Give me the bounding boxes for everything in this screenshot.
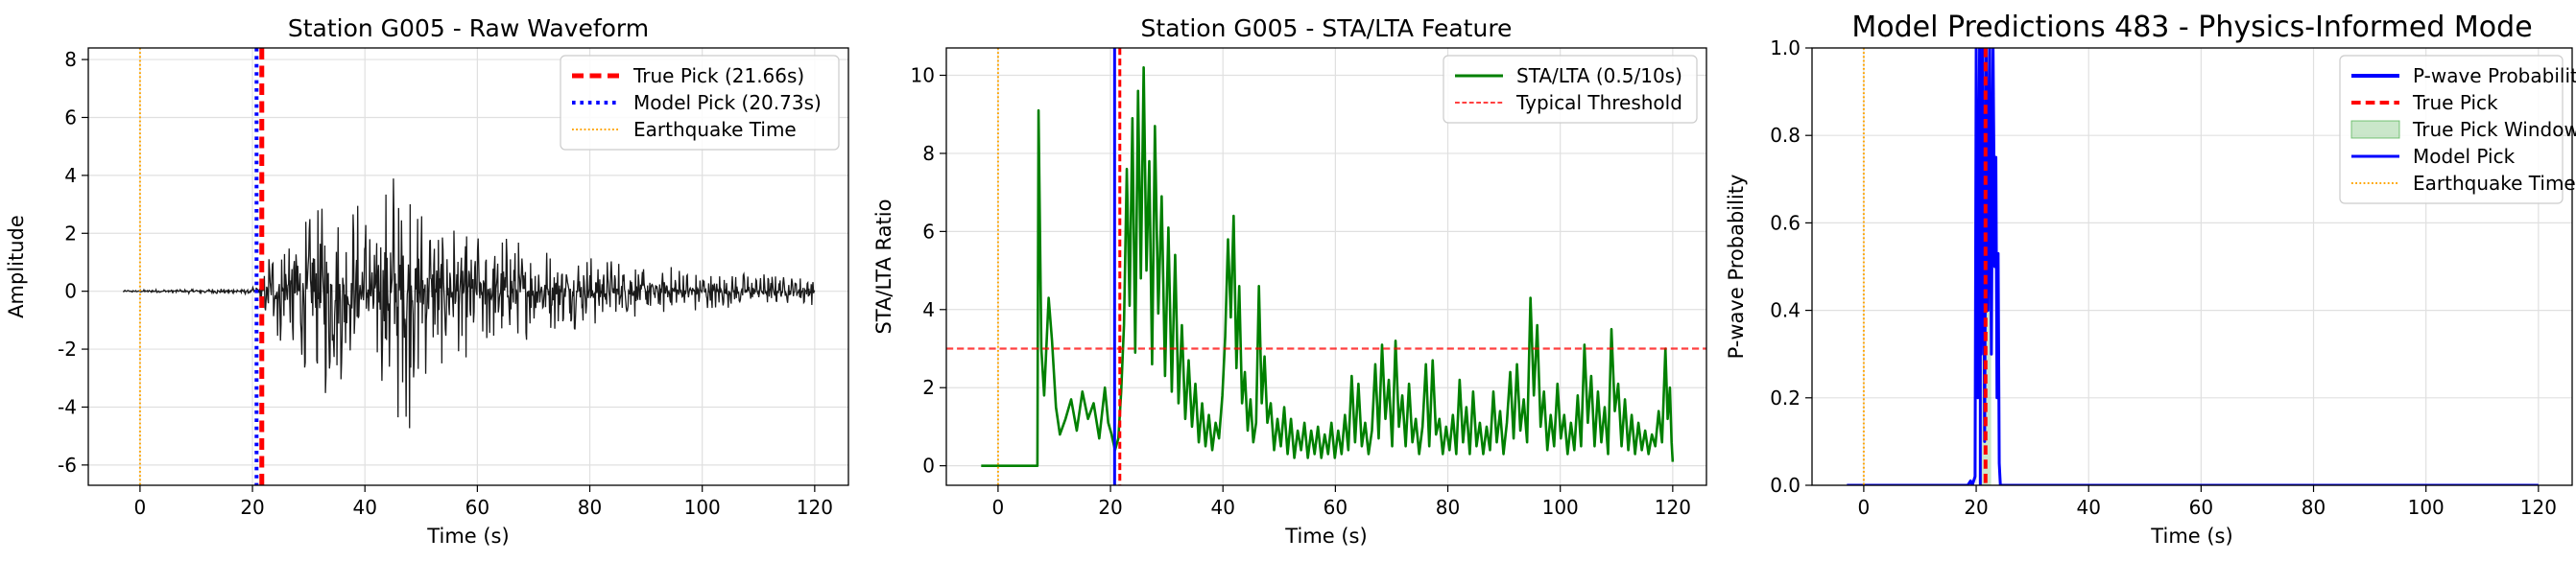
y-tick-label: -4 xyxy=(58,395,77,418)
y-tick-label: -2 xyxy=(58,338,77,361)
legend-label: True Pick (21.66s) xyxy=(632,64,804,87)
x-tick-label: 80 xyxy=(578,496,602,519)
x-axis-label: Time (s) xyxy=(2150,525,2232,548)
y-tick-label: 2 xyxy=(64,222,77,245)
chart-panel-2: 0 20 40 60 80 100 120 0 2 4 6 8 10 Station G005 - STA… xyxy=(872,14,1707,548)
x-tick-label: 20 xyxy=(240,496,264,519)
legend-swatch xyxy=(2350,120,2400,139)
legend-label: STA/LTA (0.5/10s) xyxy=(1516,64,1682,87)
legend-label: Earthquake Time xyxy=(2413,172,2576,195)
y-tick-label: 0.8 xyxy=(1770,124,1801,147)
x-tick-label: 0 xyxy=(992,496,1005,519)
legend-box xyxy=(2339,55,2564,204)
y-tick-label: 6 xyxy=(922,220,935,243)
x-tick-label: 120 xyxy=(2520,496,2557,519)
legend: P-wave Probability True Pick True Pick Win… xyxy=(2339,55,2576,204)
y-tick-label: 2 xyxy=(922,376,935,399)
x-tick-label: 60 xyxy=(1324,496,1348,519)
legend-label: Model Pick (20.73s) xyxy=(633,91,822,114)
y-tick-label: 8 xyxy=(922,142,935,165)
p-wave-probability-line xyxy=(1847,48,2539,485)
x-tick-label: 0 xyxy=(134,496,147,519)
y-tick-label: 6 xyxy=(64,105,77,129)
x-tick-label: 60 xyxy=(2189,496,2213,519)
legend-box xyxy=(560,55,840,151)
y-tick-label: 8 xyxy=(64,48,77,71)
chart-panel-1: 0 20 40 60 80 100 120 -6 -4 -2 0 2 4 6 8 Station G005 -… xyxy=(5,14,849,548)
x-tick-label: 20 xyxy=(1098,496,1122,519)
y-tick-label: 0.0 xyxy=(1770,474,1801,497)
y-tick-label: 0.4 xyxy=(1770,299,1801,322)
legend: True Pick (21.66s) Model Pick (20.73s) Ear… xyxy=(560,55,840,151)
legend-label: Typical Threshold xyxy=(1515,91,1682,114)
y-tick-label: 0.2 xyxy=(1770,386,1801,410)
y-tick-label: 0 xyxy=(64,280,77,303)
plot-area xyxy=(1847,48,2539,485)
x-tick-label: 40 xyxy=(352,496,376,519)
chart-title: Station G005 - Raw Waveform xyxy=(288,14,649,42)
plot-area xyxy=(946,48,1706,485)
legend-label: True Pick Window xyxy=(2412,118,2576,141)
x-tick-label: 60 xyxy=(465,496,489,519)
x-tick-label: 40 xyxy=(2076,496,2100,519)
x-tick-label: 0 xyxy=(1858,496,1871,519)
y-axis-label: STA/LTA Ratio xyxy=(872,199,895,335)
x-tick-label: 80 xyxy=(1436,496,1460,519)
legend-label: Model Pick xyxy=(2413,145,2516,168)
legend-label: True Pick xyxy=(2412,91,2498,114)
y-tick-label: 0.6 xyxy=(1770,211,1801,234)
chart-panel-3: 0 20 40 60 80 100 120 0.0 0.2 0.4 0.6 0.8 1.0 Model P… xyxy=(1725,11,2576,548)
y-axis-label: P-wave Probability xyxy=(1725,175,1748,360)
stalta-line xyxy=(981,66,1675,467)
plot-area xyxy=(122,48,816,485)
y-tick-label: 4 xyxy=(922,298,935,321)
x-tick-label: 80 xyxy=(2302,496,2326,519)
legend-box xyxy=(1443,55,1698,124)
y-tick-label: 1.0 xyxy=(1770,36,1801,59)
axes-frame xyxy=(1811,47,2573,486)
x-tick-label: 100 xyxy=(1542,496,1579,519)
y-tick-label: -6 xyxy=(58,454,77,477)
legend: STA/LTA (0.5/10s) Typical Threshold xyxy=(1443,55,1698,124)
x-axis-label: Time (s) xyxy=(1284,525,1367,548)
y-tick-label: 0 xyxy=(922,455,935,478)
y-tick-label: 4 xyxy=(64,164,77,187)
chart-title: Model Predictions 483 - Physics-Informed… xyxy=(1851,11,2532,44)
x-axis-label: Time (s) xyxy=(426,525,509,548)
y-tick-label: 10 xyxy=(911,64,935,87)
axes-frame xyxy=(945,47,1707,486)
legend-label: P-wave Probability xyxy=(2413,64,2576,87)
x-tick-label: 100 xyxy=(684,496,721,519)
x-tick-label: 40 xyxy=(1210,496,1234,519)
waveform-line xyxy=(122,178,816,429)
x-tick-label: 20 xyxy=(1964,496,1988,519)
chart-title: Station G005 - STA/LTA Feature xyxy=(1141,14,1513,42)
x-tick-label: 120 xyxy=(1655,496,1691,519)
y-axis-label: Amplitude xyxy=(5,215,28,318)
legend-label: Earthquake Time xyxy=(633,118,797,141)
axes-frame xyxy=(87,47,849,486)
x-tick-label: 120 xyxy=(797,496,833,519)
x-tick-label: 100 xyxy=(2408,496,2445,519)
